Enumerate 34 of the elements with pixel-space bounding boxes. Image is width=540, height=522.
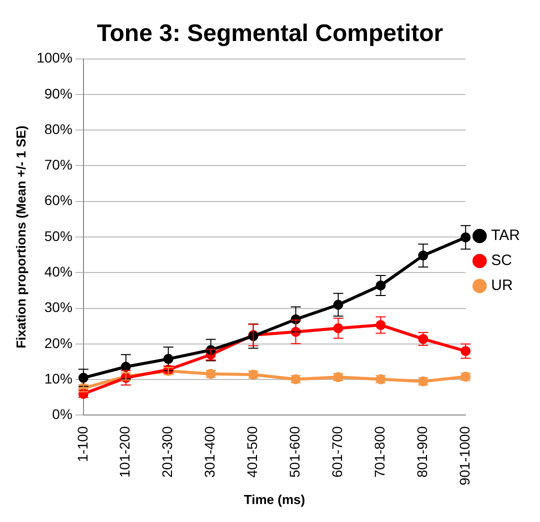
x-axis-title: Time (ms) <box>244 492 306 507</box>
y-tick-label: 0% <box>52 406 72 422</box>
chart-title: Tone 3: Segmental Competitor <box>96 20 444 48</box>
y-tick-label: 80% <box>44 120 72 137</box>
x-tick-label: 501-600 <box>286 426 303 478</box>
y-tick-label: 50% <box>44 228 72 244</box>
x-tick-label: 201-300 <box>159 426 176 478</box>
point <box>376 280 386 290</box>
y-tick-label: 70% <box>44 156 72 173</box>
point <box>78 372 88 383</box>
y-tick-label: 20% <box>44 334 72 351</box>
legend-label: TAR <box>491 227 520 244</box>
point <box>418 250 428 261</box>
y-tick-label: 40% <box>44 264 72 280</box>
y-tick-label: 30% <box>44 299 72 316</box>
y-tick-label: 100% <box>36 50 72 66</box>
point <box>460 232 471 242</box>
x-tick-label: 101-200 <box>116 426 133 478</box>
legend-label: SC <box>491 252 512 270</box>
y-tick-label: 60% <box>44 192 72 208</box>
x-tick-label: 1-100 <box>74 426 90 462</box>
point <box>333 300 344 310</box>
x-tick-label: 601-700 <box>329 426 346 478</box>
x-tick-label: 401-500 <box>244 426 260 478</box>
x-tick-label: 701-800 <box>372 426 388 478</box>
x-tick-label: 901-1000 <box>456 426 472 486</box>
legend-label: UR <box>491 277 513 294</box>
y-tick-label: 90% <box>44 85 72 102</box>
y-tick-label: 10% <box>44 370 72 386</box>
point <box>163 354 174 364</box>
x-tick-label: 301-400 <box>202 426 218 478</box>
x-tick-label: 801-900 <box>414 426 430 478</box>
y-axis-title: Fixation proportions (Mean +/- 1 SE) <box>13 126 28 348</box>
point <box>333 323 344 334</box>
